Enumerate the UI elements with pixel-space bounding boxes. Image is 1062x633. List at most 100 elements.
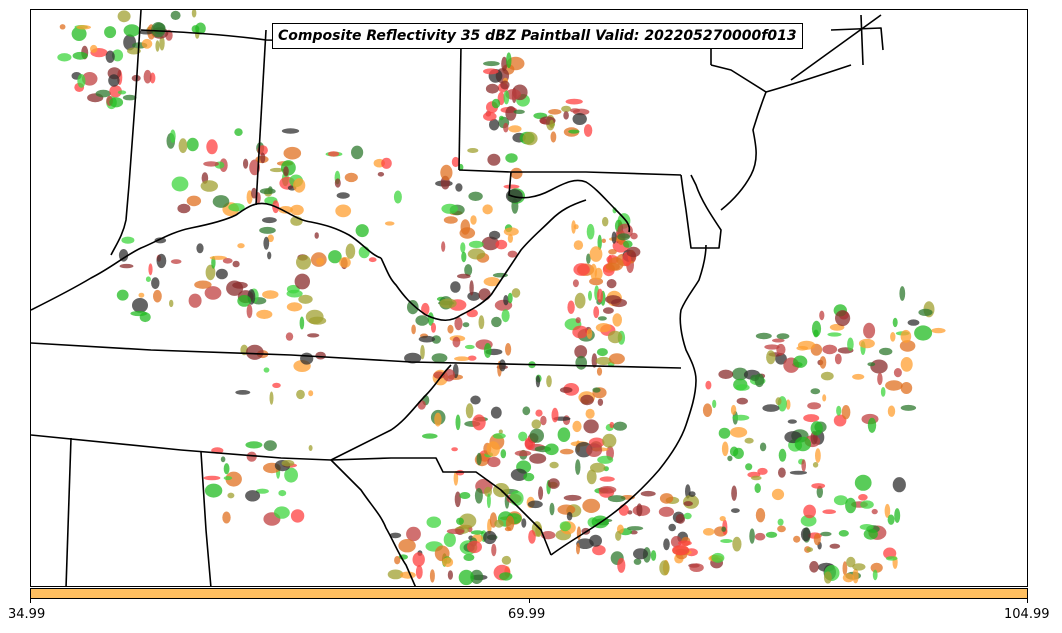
storm-cell <box>732 414 750 421</box>
storm-cell <box>800 527 811 542</box>
storm-cell <box>574 292 586 309</box>
storm-cell <box>300 352 314 365</box>
storm-cell <box>328 250 342 264</box>
storm-cell <box>461 251 467 263</box>
storm-cell <box>398 539 416 553</box>
storm-cell <box>281 128 300 134</box>
storm-cell <box>633 548 648 560</box>
storm-cell <box>601 238 606 243</box>
storm-cell <box>877 372 883 386</box>
storm-cell <box>72 51 88 60</box>
storm-cell <box>778 467 786 478</box>
storm-cell <box>153 289 162 303</box>
storm-cell <box>718 369 734 379</box>
storm-cell <box>627 526 644 531</box>
storm-cell <box>580 394 594 406</box>
storm-cell <box>57 53 72 62</box>
storm-cell <box>447 324 454 334</box>
nc-sc-border <box>330 457 552 556</box>
storm-cell <box>589 534 602 547</box>
storm-cell <box>407 300 419 315</box>
storm-cell <box>589 246 603 262</box>
storm-cell <box>468 191 483 201</box>
storm-cell <box>608 257 624 271</box>
storm-cell <box>237 295 252 307</box>
storm-cell <box>720 539 733 543</box>
storm-cell <box>505 153 518 163</box>
storm-cell <box>548 109 562 115</box>
storm-cell <box>186 195 202 207</box>
storm-cell <box>612 313 622 327</box>
storm-cell <box>559 521 571 532</box>
ky-wv-border <box>380 257 492 322</box>
storm-cell <box>871 508 878 515</box>
storm-cell <box>316 257 325 266</box>
storm-cell <box>823 571 832 584</box>
storm-cell <box>820 531 832 537</box>
storm-cell <box>442 368 455 382</box>
storm-cell <box>796 346 809 351</box>
storm-cell <box>683 501 693 507</box>
storm-cell <box>846 556 856 568</box>
storm-cell <box>455 414 461 431</box>
storm-cell <box>420 344 425 360</box>
storm-cell <box>246 190 253 205</box>
storm-cell <box>191 25 200 33</box>
storm-cell <box>793 535 801 543</box>
storm-cell <box>887 405 896 417</box>
storm-cell <box>887 514 895 525</box>
storm-cell <box>415 315 429 326</box>
storm-cell <box>285 332 294 341</box>
delmarva-border <box>680 174 722 249</box>
storm-cell <box>549 502 555 516</box>
storm-cell <box>803 414 820 423</box>
storm-cell <box>593 306 600 319</box>
storm-cell <box>522 406 531 416</box>
storm-cell <box>308 445 313 451</box>
storm-cell <box>703 528 715 536</box>
storm-cell <box>467 355 477 361</box>
storm-cell <box>138 292 145 298</box>
storm-cell <box>132 298 148 313</box>
storm-cell <box>560 448 574 455</box>
storm-cell <box>900 357 913 372</box>
storm-cell <box>81 72 98 86</box>
storm-cell <box>812 462 819 468</box>
storm-cell <box>431 335 441 344</box>
storm-cell <box>776 343 786 356</box>
storm-cell <box>867 362 876 367</box>
storm-cell <box>822 344 838 355</box>
storm-cell <box>111 49 124 62</box>
storm-cell <box>771 488 785 501</box>
storm-cell <box>492 433 506 439</box>
storm-cell <box>469 280 474 296</box>
storm-cell <box>170 10 181 20</box>
storm-cell <box>931 327 946 334</box>
storm-cell <box>607 330 623 344</box>
storm-cell <box>476 452 482 466</box>
storm-cell <box>678 540 692 546</box>
storm-cell <box>422 433 438 439</box>
storm-cell <box>467 148 479 153</box>
storm-cell <box>467 540 482 554</box>
storm-cell <box>535 375 541 388</box>
storm-cell <box>315 351 326 360</box>
storm-cell <box>235 390 251 395</box>
storm-cell <box>810 388 821 395</box>
storm-cell <box>506 52 512 69</box>
storm-cell <box>807 402 821 410</box>
storm-cell <box>892 477 906 493</box>
storm-cell <box>573 263 590 276</box>
storm-cell <box>464 344 475 350</box>
storm-cell <box>630 232 638 240</box>
storm-cell <box>501 555 512 565</box>
storm-cell <box>483 277 501 287</box>
storm-cell <box>305 309 324 325</box>
storm-cell <box>659 493 674 504</box>
storm-cell <box>284 467 298 483</box>
wv-eastern-border <box>508 171 631 233</box>
storm-cell <box>549 119 554 129</box>
storm-cell <box>283 166 289 177</box>
storm-cell <box>777 518 784 526</box>
storm-cell <box>127 47 141 55</box>
